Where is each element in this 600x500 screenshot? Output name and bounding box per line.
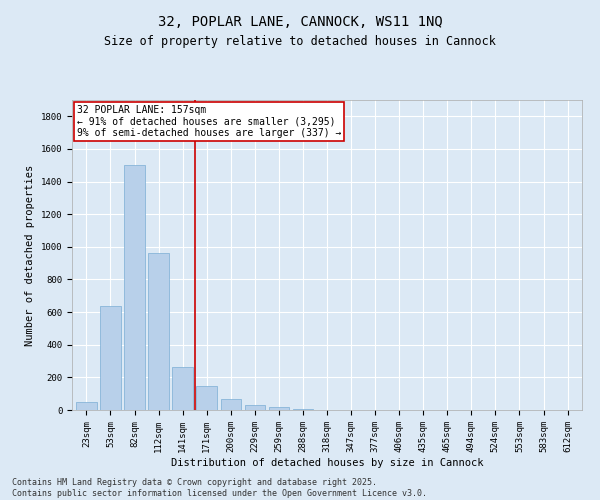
Bar	[124, 166, 145, 410]
Text: 32 POPLAR LANE: 157sqm
← 91% of detached houses are smaller (3,295)
9% of semi-d: 32 POPLAR LANE: 157sqm ← 91% of detached…	[77, 104, 341, 138]
Bar	[148, 254, 169, 410]
Bar	[293, 408, 313, 410]
Bar	[245, 406, 265, 410]
X-axis label: Distribution of detached houses by size in Cannock: Distribution of detached houses by size …	[171, 458, 483, 468]
Bar	[269, 407, 289, 410]
Text: 32, POPLAR LANE, CANNOCK, WS11 1NQ: 32, POPLAR LANE, CANNOCK, WS11 1NQ	[158, 15, 442, 29]
Bar	[76, 402, 97, 410]
Text: Contains HM Land Registry data © Crown copyright and database right 2025.
Contai: Contains HM Land Registry data © Crown c…	[12, 478, 427, 498]
Bar	[100, 306, 121, 410]
Y-axis label: Number of detached properties: Number of detached properties	[25, 164, 35, 346]
Text: Size of property relative to detached houses in Cannock: Size of property relative to detached ho…	[104, 35, 496, 48]
Bar	[172, 367, 193, 410]
Bar	[221, 400, 241, 410]
Bar	[196, 386, 217, 410]
